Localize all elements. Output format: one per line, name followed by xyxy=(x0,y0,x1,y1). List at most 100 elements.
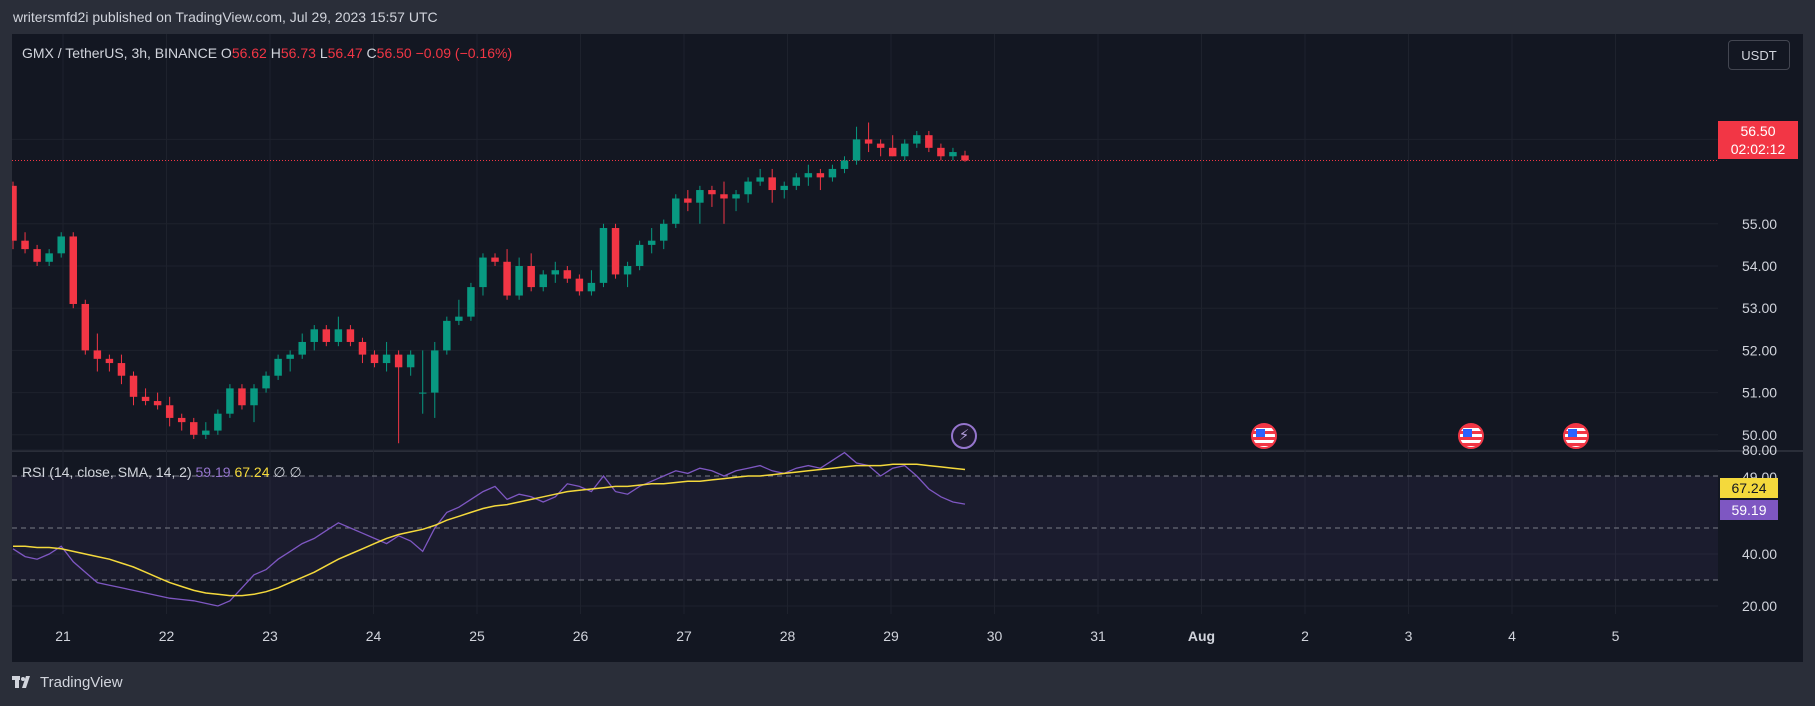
candle-body xyxy=(828,168,837,178)
close-value: 56.50 xyxy=(376,45,412,61)
candle-body xyxy=(901,143,909,157)
rsi-sma-line xyxy=(13,463,966,597)
symbol-legend[interactable]: GMX / TetherUS, 3h, BINANCE O56.62 H56.7… xyxy=(22,45,512,61)
candle-body xyxy=(117,363,126,376)
last-price-value: 56.50 xyxy=(1740,123,1776,139)
us-flag-event-icon[interactable] xyxy=(1458,423,1484,449)
candle-body xyxy=(635,244,644,266)
candle-body xyxy=(105,358,114,364)
candle-body xyxy=(587,282,596,292)
candle-body xyxy=(455,316,463,321)
candle-body xyxy=(69,236,77,304)
rsi-legend[interactable]: RSI (14, close, SMA, 14, 2) 59.19 67.24 … xyxy=(22,464,302,481)
extra-value-1: ∅ xyxy=(273,464,286,480)
candle-body xyxy=(346,329,355,342)
candle-body xyxy=(322,329,331,342)
candle-body xyxy=(202,430,210,435)
extra-value-2: ∅ xyxy=(289,464,302,480)
change-value: −0.09 (−0.16%) xyxy=(415,45,513,61)
candle-body xyxy=(177,417,186,423)
candle-body xyxy=(792,177,801,186)
price-tick-label: 52.00 xyxy=(1742,342,1777,358)
candle-body xyxy=(888,147,897,157)
candle-body xyxy=(298,341,306,355)
currency-button[interactable]: USDT xyxy=(1728,40,1790,70)
sma-legend-value: 67.24 xyxy=(234,464,270,480)
candle-body xyxy=(382,354,391,364)
time-tick-label: 2 xyxy=(1301,628,1309,644)
candle-body xyxy=(431,350,439,393)
candle-body xyxy=(141,396,150,402)
chart-canvas[interactable]: 2122232425262728293031Aug234557.0055.005… xyxy=(12,34,1803,662)
candle-body xyxy=(949,152,957,157)
candle-body xyxy=(840,160,849,169)
rsi-tick-label: 80.00 xyxy=(1742,442,1777,458)
candle-body xyxy=(599,228,608,283)
rsi-badge: 59.19 xyxy=(1720,500,1778,520)
time-tick-label: 4 xyxy=(1508,628,1516,644)
bar-countdown: 02:02:12 xyxy=(1730,141,1786,157)
candle-body xyxy=(925,135,933,148)
candle-body xyxy=(852,139,861,161)
sma-badge: 67.24 xyxy=(1720,478,1778,498)
candle-body xyxy=(732,194,740,199)
candle-body xyxy=(744,181,752,195)
us-flag-event-icon[interactable] xyxy=(1251,423,1277,449)
candle-body xyxy=(57,236,65,254)
publish-line: writersmfd2i published on TradingView.co… xyxy=(13,9,438,25)
tradingview-logo[interactable]: TradingView xyxy=(12,674,123,691)
candle-body xyxy=(93,350,102,359)
candle-body xyxy=(515,266,523,296)
time-tick-label: 24 xyxy=(366,628,382,644)
lightning-event-icon[interactable]: ⚡ xyxy=(951,423,977,449)
price-tick-label: 51.00 xyxy=(1742,385,1777,401)
time-tick-label: 29 xyxy=(883,628,899,644)
candle-body xyxy=(33,249,41,262)
candle-body xyxy=(708,190,716,195)
candle-body xyxy=(129,375,138,397)
time-tick-label: 22 xyxy=(159,628,175,644)
candle-body xyxy=(672,198,680,224)
candle-body xyxy=(720,194,728,199)
chart-frame[interactable]: 2122232425262728293031Aug234557.0055.005… xyxy=(12,34,1803,662)
low-value: 56.47 xyxy=(327,45,363,61)
candle-body xyxy=(467,287,475,317)
time-tick-label: 28 xyxy=(780,628,796,644)
symbol-label: GMX / TetherUS, 3h, BINANCE xyxy=(22,45,218,61)
candle-body xyxy=(262,375,270,389)
us-flag-event-icon[interactable] xyxy=(1563,423,1589,449)
candle-body xyxy=(81,303,90,351)
candle-body xyxy=(21,240,29,250)
time-tick-label: 25 xyxy=(469,628,485,644)
candle-body xyxy=(491,257,499,262)
rsi-tick-label: 40.00 xyxy=(1742,546,1777,562)
candle-body xyxy=(696,190,704,203)
time-tick-label: 5 xyxy=(1612,628,1620,644)
footer xyxy=(0,662,1815,706)
candle-body xyxy=(659,223,668,241)
open-value: 56.62 xyxy=(231,45,267,61)
candle-body xyxy=(611,228,620,275)
rsi-legend-value: 59.19 xyxy=(195,464,231,480)
time-tick-label: Aug xyxy=(1188,628,1215,644)
candle-body xyxy=(563,270,572,279)
time-tick-label: 26 xyxy=(573,628,589,644)
publish-bar: writersmfd2i published on TradingView.co… xyxy=(0,0,1815,34)
candle-body xyxy=(961,155,969,161)
candle-body xyxy=(539,274,547,288)
candle-body xyxy=(804,173,813,178)
close-label: C xyxy=(366,45,377,61)
candle-body xyxy=(647,240,656,245)
high-value: 56.73 xyxy=(280,45,316,61)
candle-body xyxy=(623,266,632,275)
candle-body xyxy=(370,354,379,364)
candle-body xyxy=(503,261,511,296)
candle-body xyxy=(575,278,584,292)
rsi-line xyxy=(12,451,966,607)
time-tick-label: 30 xyxy=(987,628,1003,644)
candle-body xyxy=(406,354,415,368)
price-tick-label: 55.00 xyxy=(1742,216,1777,232)
price-tick-label: 53.00 xyxy=(1742,300,1777,316)
candle-body xyxy=(937,147,945,157)
candle-body xyxy=(527,266,535,288)
